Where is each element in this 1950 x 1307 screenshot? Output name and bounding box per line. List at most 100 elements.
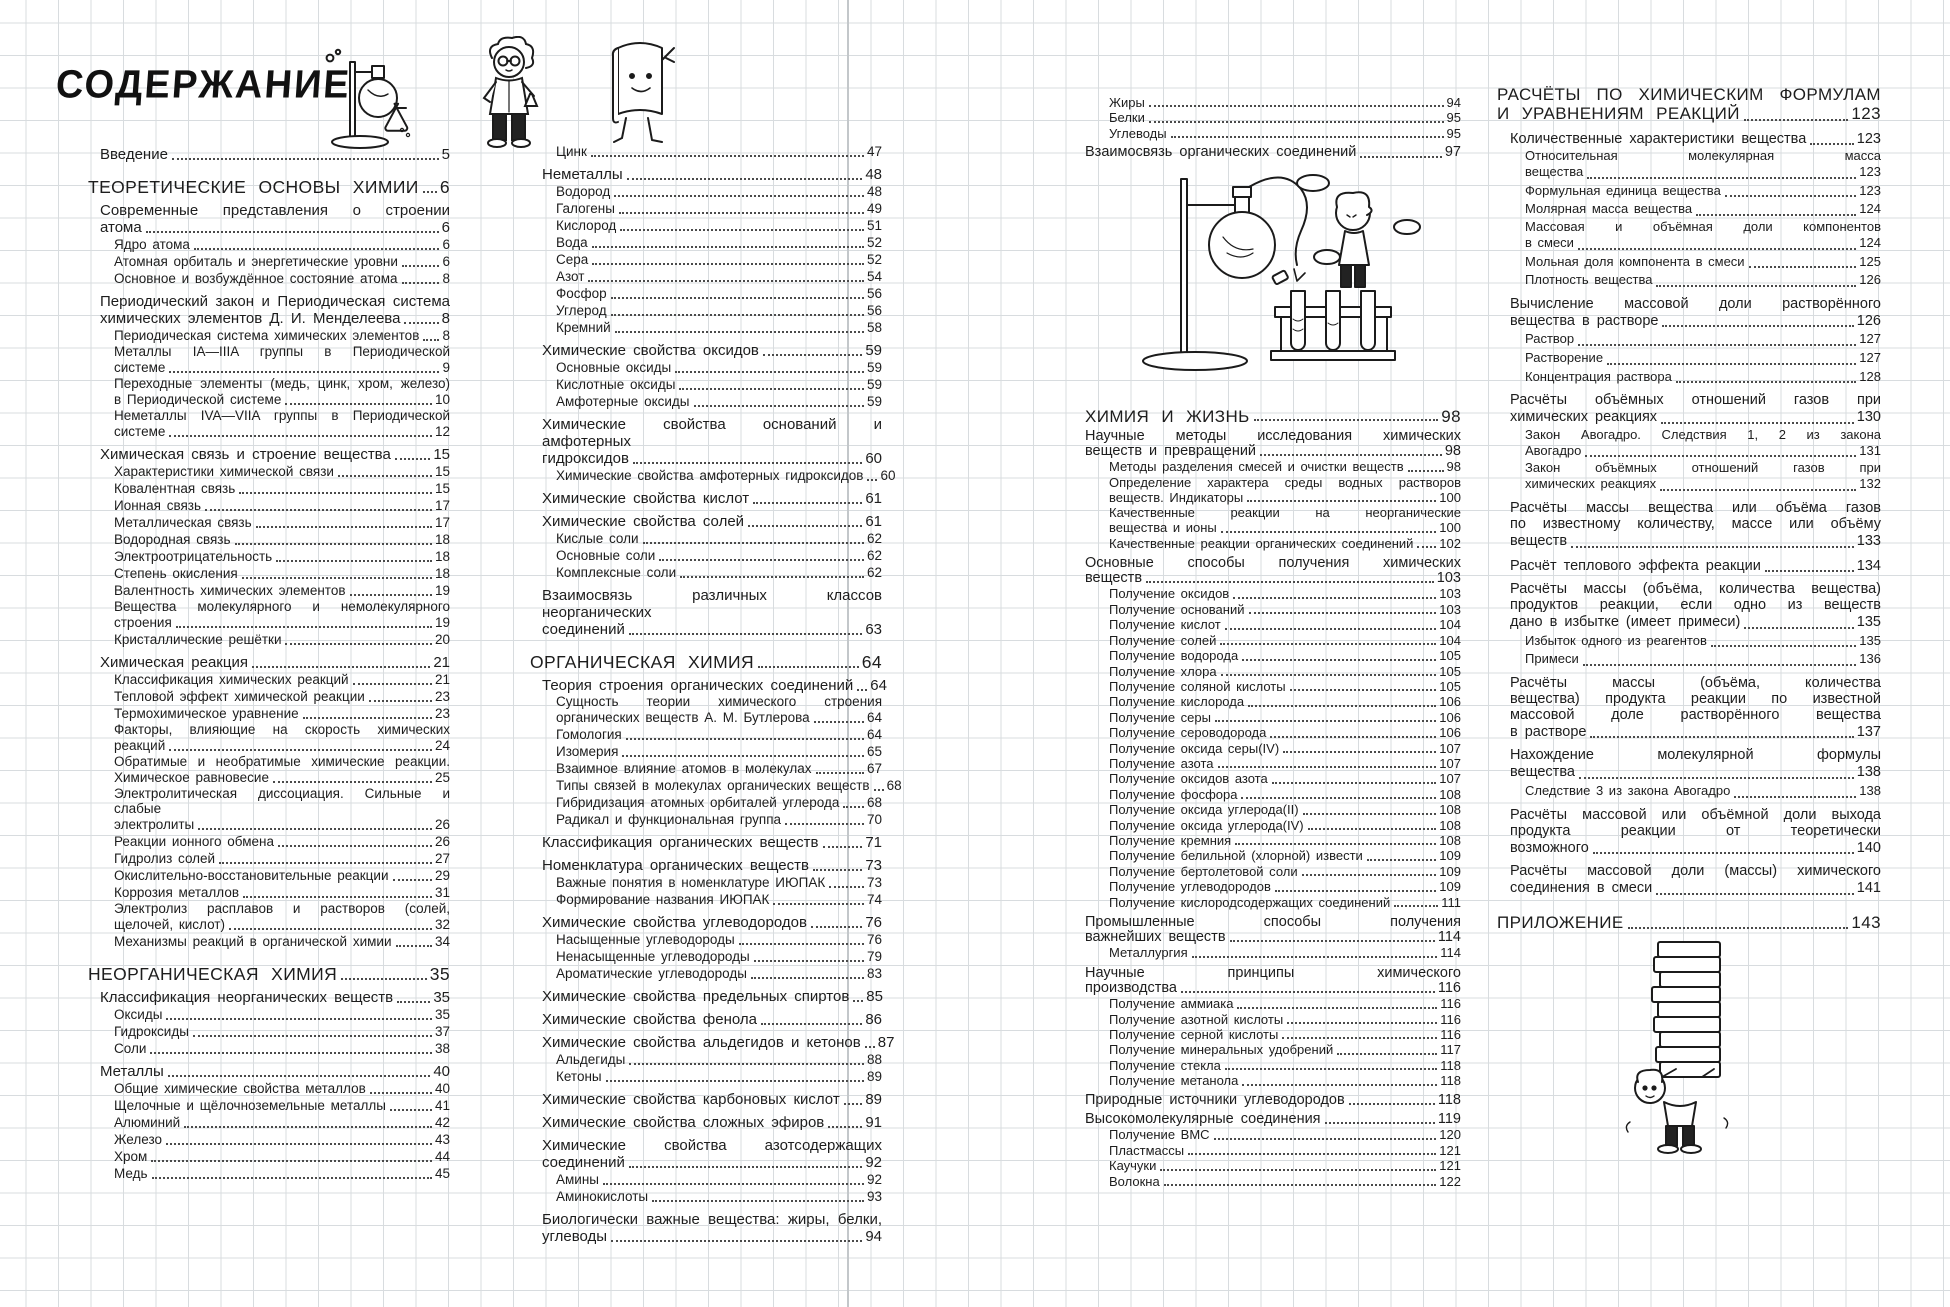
toc-entry: химических элементов Д. И. Менделеева 8	[88, 310, 450, 327]
page-number: 109	[1439, 848, 1461, 864]
toc-entry: Изомерия 65	[530, 743, 882, 760]
entry-label: Получение оксида углерода(IV)	[1109, 817, 1304, 833]
entry-label: Растворение	[1525, 349, 1604, 365]
leader-dots	[773, 903, 864, 905]
page-number: 18	[434, 549, 450, 564]
toc-entry: Относительная молекулярная масса	[1497, 148, 1881, 163]
entry-label: органических веществ А. М. Бутлерова	[556, 710, 810, 725]
leader-dots	[1188, 1153, 1437, 1156]
toc-entry: Химическая реакция 21	[88, 654, 450, 671]
leader-dots	[753, 502, 863, 504]
page-number: 83	[866, 966, 882, 981]
toc-entry: Получение стекла 118	[1085, 1058, 1461, 1073]
entry-label: Промышленные способы получения	[1085, 914, 1461, 930]
toc-entry: Взаимосвязь различных классов неорганиче…	[530, 587, 882, 621]
page-number: 119	[1437, 1111, 1461, 1128]
leader-dots	[145, 231, 439, 233]
entry-label: строения	[114, 615, 172, 630]
toc-entry: Коррозия металлов 31	[88, 884, 450, 901]
leader-dots	[401, 282, 440, 284]
page-number: 64	[870, 677, 887, 694]
toc-entry: Получение углеводородов 109	[1085, 879, 1461, 894]
leader-dots	[1585, 455, 1857, 458]
toc-entry: атома 6	[88, 219, 450, 236]
leader-dots	[659, 559, 864, 561]
page-number: 38	[434, 1041, 450, 1056]
page-number: 74	[866, 892, 882, 907]
leader-dots	[1242, 658, 1437, 661]
page-number: 26	[434, 834, 450, 849]
page-number: 114	[1437, 929, 1461, 945]
entry-label: Оксиды	[114, 1007, 163, 1022]
toc-entry: Радикал и функциональная группа 70	[530, 811, 882, 828]
entry-label: Химические свойства оксидов	[542, 342, 759, 359]
leader-dots	[369, 1092, 432, 1094]
page-number: 107	[1439, 755, 1461, 771]
entry-label: Получение водорода	[1109, 648, 1239, 664]
page-number: 24	[434, 738, 450, 753]
leader-dots	[349, 594, 432, 596]
leader-dots	[1180, 991, 1435, 994]
toc-entry: Авогадро 131	[1497, 442, 1881, 461]
leader-dots	[864, 1046, 875, 1048]
leader-dots	[1191, 955, 1438, 958]
leader-dots	[610, 314, 864, 316]
toc-entry: Получение кремния 108	[1085, 833, 1461, 848]
toc-entry: Гидроксиды 37	[88, 1023, 450, 1040]
entry-label: Углеводы	[1109, 125, 1167, 141]
page-number: 29	[434, 868, 450, 883]
toc-entry: Теория строения органических соединений 6…	[530, 677, 887, 694]
toc-entry: Основные соли 62	[530, 547, 882, 564]
toc-entry: Периодический закон и Периодическая сист…	[88, 293, 450, 310]
toc-entry: Получение оксида серы(IV) 107	[1085, 741, 1461, 756]
entry-label: вещества) продукта реакции по известной	[1510, 690, 1881, 707]
toc-entry: Ионная связь 17	[88, 497, 450, 514]
entry-label: Гомология	[556, 727, 622, 742]
leader-dots	[404, 322, 439, 324]
page-number: 105	[1439, 648, 1461, 664]
entry-label: Относительная молекулярная масса	[1525, 148, 1881, 164]
toc-entry: продукта реакции от теоретически	[1497, 823, 1881, 839]
toc-entry: Каучуки 121	[1085, 1158, 1461, 1173]
entry-label: гидроксидов	[542, 450, 629, 467]
entry-label: Молярная масса вещества	[1525, 201, 1693, 217]
entry-label: Введение	[100, 146, 168, 163]
toc-entry: электролиты 26	[88, 816, 450, 833]
toc-entry: массовой доле растворённого вещества	[1497, 707, 1881, 723]
page-number: 114	[1440, 945, 1461, 961]
leader-dots	[368, 700, 432, 702]
toc-entry: Оксиды 35	[88, 1006, 450, 1023]
entry-label: Получение кислородсодержащих соединений	[1109, 894, 1391, 910]
entry-label: Химические свойства альдегидов и кетонов	[542, 1034, 861, 1051]
entry-label: Природные источники углеводородов	[1085, 1091, 1345, 1108]
leader-dots	[620, 229, 864, 231]
entry-label: Химическая реакция	[100, 654, 248, 671]
page-number: 42	[434, 1115, 450, 1130]
leader-dots	[815, 772, 864, 774]
page-number: 109	[1439, 879, 1461, 895]
leader-dots	[192, 1035, 432, 1037]
leader-dots	[611, 1240, 863, 1242]
toc-entry: Получение бертолетовой соли 109	[1085, 864, 1461, 879]
toc-entry: Расчёты массы вещества или объёма газов	[1497, 500, 1881, 516]
toc-entry: Сущность теории химического строения	[530, 694, 882, 709]
toc-entry: реакций 24	[88, 737, 450, 754]
toc-entry: Вещества молекулярного и немолекулярного	[88, 599, 450, 614]
toc-entry: Углеводы 95	[1085, 126, 1461, 141]
toc-entry: Атомная орбиталь и энергетические уровни…	[88, 253, 450, 270]
toc-entry: дано в избытке (имеет примеси) 135	[1497, 613, 1881, 632]
leader-dots	[1710, 645, 1857, 648]
entry-label: Основные соли	[556, 548, 656, 563]
entry-label: Кислотные оксиды	[556, 377, 676, 392]
leader-dots	[828, 1126, 863, 1128]
entry-label: соединений	[542, 1154, 625, 1171]
toc-entry: Механизмы реакций в органической химии 34	[88, 933, 450, 950]
entry-label: Кислые соли	[556, 531, 639, 546]
leader-dots	[873, 789, 884, 791]
entry-label: Тепловой эффект химической реакции	[114, 689, 365, 704]
toc-entry: Электролиз расплавов и растворов (солей,	[88, 901, 450, 916]
page-number: 91	[865, 1114, 882, 1131]
toc-entry: Азот 54	[530, 268, 882, 285]
page-number: 52	[866, 252, 882, 267]
page-number: 48	[866, 184, 882, 199]
